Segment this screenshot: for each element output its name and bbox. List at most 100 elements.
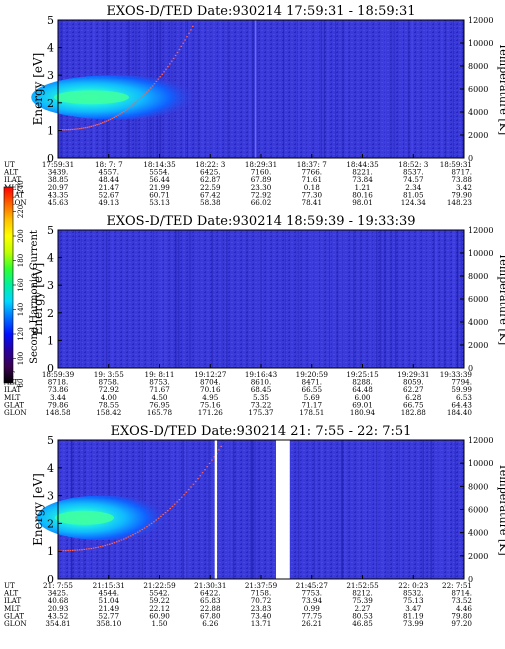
table-cell: 43.35 <box>48 190 69 199</box>
table-cell: 56.44 <box>149 175 170 184</box>
table-cell: 79.90 <box>451 190 472 199</box>
colorbar-tick-label: 160 <box>17 278 25 291</box>
table-cell: 21:30:31 <box>194 581 226 590</box>
ion-flux-core <box>54 90 129 105</box>
data-gap <box>214 440 218 579</box>
table-cell: 8537. <box>403 168 424 177</box>
table-cell: 75.39 <box>352 596 373 605</box>
y2-tick-label: 10000 <box>468 39 493 48</box>
y-tick-label: 2 <box>47 517 54 530</box>
table-cell: 70.16 <box>200 385 221 394</box>
table-cell: 98.01 <box>352 198 373 207</box>
table-cell: 73.40 <box>251 611 272 620</box>
colorbar-label: Second Harmonic Current <box>29 230 40 364</box>
table-cell: 0.18 <box>304 183 320 192</box>
spectrogram-vertical-feature <box>254 20 257 158</box>
table-cell: 62.87 <box>200 175 221 184</box>
table-cell: 21:52:55 <box>346 581 379 590</box>
table-cell: 180.94 <box>350 408 376 417</box>
table-cell: 8212. <box>352 589 373 598</box>
y-tick-label: 1 <box>47 334 54 347</box>
y2-tick-label: 8000 <box>468 272 488 281</box>
y2-axis-label: Temperature [K] <box>497 43 505 135</box>
table-row-label: GLAT <box>4 611 24 620</box>
colorbar-tick-label: 140 <box>17 303 25 316</box>
table-cell: 71.67 <box>149 385 170 394</box>
panel-title: EXOS-D/TED Date:930214 18:59:39 - 19:33:… <box>106 214 415 229</box>
table-cell: 8610. <box>251 378 272 387</box>
table-cell: 158.42 <box>96 408 121 417</box>
table-cell: 18:59:31 <box>440 160 472 169</box>
table-cell: 19:25:15 <box>346 370 379 379</box>
ephemeris-table: UTALTILATMLTGLATGLON18:59:398718.73.863.… <box>3 370 472 417</box>
table-cell: 19:20:59 <box>296 370 329 379</box>
y-axis-label: Energy [eV] <box>31 263 45 336</box>
table-cell: 73.88 <box>451 175 472 184</box>
y2-tick-label: 12000 <box>468 16 493 25</box>
table-cell: 23.30 <box>251 183 272 192</box>
table-cell: 76.95 <box>149 400 170 409</box>
y2-tick-label: 6000 <box>468 295 488 304</box>
table-cell: 6.28 <box>405 393 421 402</box>
table-cell: 59.22 <box>149 596 170 605</box>
y-tick-label: 0 <box>47 152 54 165</box>
table-cell: 4.95 <box>202 393 218 402</box>
table-cell: 182.88 <box>401 408 427 417</box>
table-cell: 18:14:35 <box>143 160 176 169</box>
table-cell: 23.83 <box>251 604 272 613</box>
y2-tick-label: 2000 <box>468 552 488 561</box>
table-cell: 6.26 <box>202 619 218 628</box>
table-cell: 4.00 <box>101 393 117 402</box>
colorbar-tick-label: 120 <box>17 327 25 340</box>
y-tick-label: 4 <box>47 252 54 265</box>
table-cell: 4.50 <box>151 393 167 402</box>
y-axis-label: Energy [eV] <box>31 473 45 546</box>
y-tick-label: 3 <box>47 69 54 82</box>
table-cell: 18: 7: 7 <box>95 160 123 169</box>
table-cell: 6.53 <box>456 393 472 402</box>
table-cell: 21:37:59 <box>245 581 278 590</box>
table-cell: 19: 8:11 <box>145 370 175 379</box>
table-cell: 8288. <box>352 378 373 387</box>
table-cell: 8471. <box>302 378 323 387</box>
table-cell: 21.49 <box>99 604 120 613</box>
table-cell: 5.35 <box>253 393 269 402</box>
table-row-label: GLON <box>4 408 27 417</box>
table-cell: 7766. <box>302 168 323 177</box>
table-cell: 3.44 <box>50 393 66 402</box>
table-cell: 21:45:27 <box>296 581 329 590</box>
table-cell: 358.10 <box>96 619 122 628</box>
y-tick-label: 3 <box>47 490 54 503</box>
spectrogram-background <box>58 230 464 368</box>
y2-tick-label: 6000 <box>468 506 488 515</box>
table-cell: 148.23 <box>447 198 473 207</box>
table-cell: 165.78 <box>147 408 173 417</box>
table-cell: 18:37: 7 <box>297 160 327 169</box>
table-cell: 4.46 <box>456 604 472 613</box>
table-cell: 354.81 <box>45 619 70 628</box>
table-cell: 2.27 <box>354 604 370 613</box>
table-cell: 1.50 <box>151 619 167 628</box>
y2-tick-label: 4000 <box>468 318 488 327</box>
table-cell: 59.99 <box>451 385 472 394</box>
table-cell: 64.43 <box>451 400 472 409</box>
table-cell: 53.13 <box>149 198 170 207</box>
table-row-label: UT <box>4 581 15 590</box>
spectrogram-panel-3: EXOS-D/TED Date:930214 21: 7:55 - 22: 7:… <box>3 424 505 628</box>
y-tick-label: 5 <box>47 14 54 27</box>
table-row-label: ILAT <box>4 175 21 184</box>
colorbar-tick-label: 100 <box>17 352 25 365</box>
table-cell: 21:22:59 <box>143 581 176 590</box>
table-cell: 21.99 <box>149 183 170 192</box>
table-cell: 7794. <box>451 378 472 387</box>
table-row-label: MLT <box>4 604 21 613</box>
table-cell: 77.30 <box>302 190 323 199</box>
y-tick-label: 4 <box>47 42 54 55</box>
table-cell: 75.13 <box>403 596 424 605</box>
y2-tick-label: 8000 <box>468 62 488 71</box>
y-axis-label: Energy [eV] <box>31 53 45 126</box>
table-cell: 171.26 <box>198 408 224 417</box>
table-cell: 43.52 <box>48 611 69 620</box>
